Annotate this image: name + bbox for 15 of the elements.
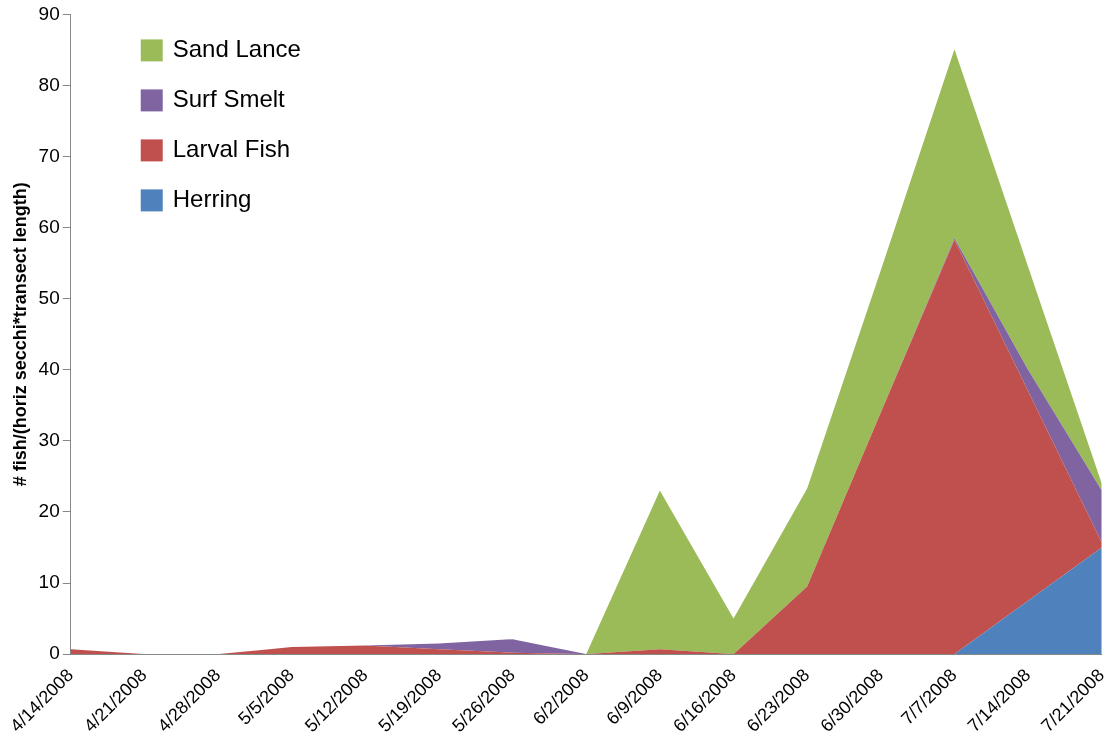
y-axis-title: # fish/(horiz secchi*transect length) [9, 182, 30, 487]
y-tick-label: 60 [38, 215, 60, 237]
y-tick-label: 0 [49, 642, 60, 664]
y-tick-label: 40 [38, 358, 60, 380]
y-tick-label: 80 [38, 73, 60, 95]
y-tick-label: 50 [38, 286, 60, 308]
y-tick-label: 70 [38, 144, 60, 166]
y-tick-label: 90 [38, 2, 60, 24]
legend-label: Surf Smelt [172, 85, 286, 113]
y-tick-label: 20 [38, 500, 60, 522]
legend-label: Sand Lance [172, 35, 301, 63]
y-tick-label: 30 [38, 429, 60, 451]
legend-label: Larval Fish [172, 135, 291, 163]
y-tick-label: 10 [38, 571, 60, 593]
legend-label: Herring [172, 185, 252, 213]
